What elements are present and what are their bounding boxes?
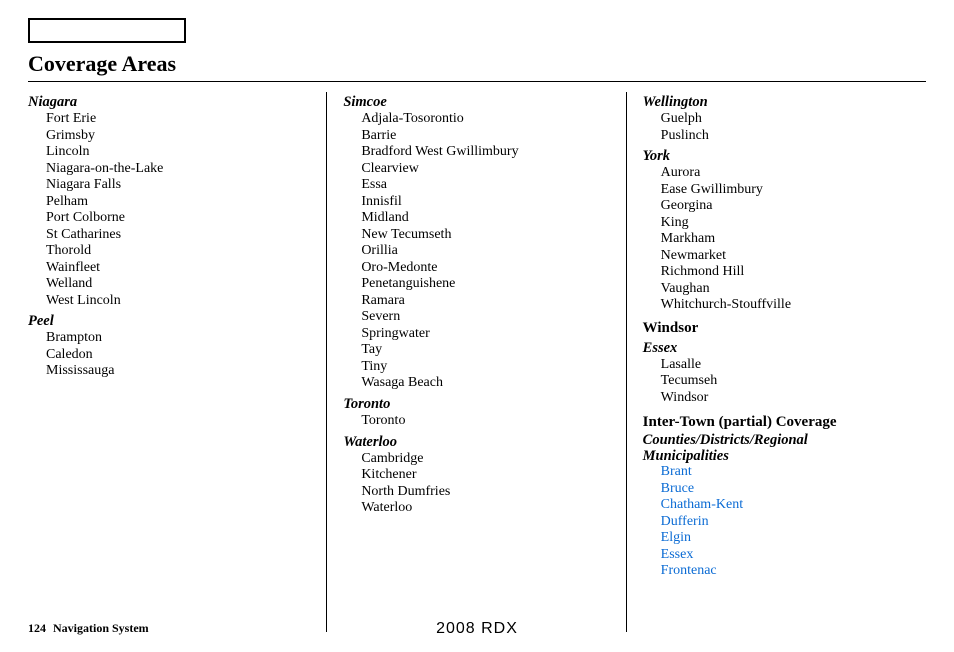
- section-simcoe-title: Simcoe: [343, 94, 607, 111]
- search-input-box[interactable]: [28, 18, 186, 43]
- list-item: Clearview: [361, 161, 607, 178]
- list-item: Port Colborne: [46, 210, 308, 227]
- column-2: Simcoe Adjala-Tosorontio Barrie Bradford…: [327, 92, 626, 632]
- list-item: Severn: [361, 309, 607, 326]
- list-item: Tecumseh: [661, 373, 908, 390]
- list-item: Springwater: [361, 326, 607, 343]
- list-item: Innisfil: [361, 194, 607, 211]
- wellington-list: Guelph Puslinch: [643, 111, 908, 144]
- list-item: Oro-Medonte: [361, 260, 607, 277]
- section-york-title: York: [643, 148, 908, 165]
- section-peel-title: Peel: [28, 313, 308, 330]
- list-item: Whitchurch-Stouffville: [661, 297, 908, 314]
- list-item: West Lincoln: [46, 293, 308, 310]
- list-item: Lasalle: [661, 357, 908, 374]
- list-item: Essa: [361, 177, 607, 194]
- section-essex-title: Essex: [643, 340, 908, 357]
- columns-container: Niagara Fort Erie Grimsby Lincoln Niagar…: [28, 92, 926, 632]
- list-item: Ease Gwillimbury: [661, 182, 908, 199]
- section-wellington-title: Wellington: [643, 94, 908, 111]
- list-item: Tay: [361, 342, 607, 359]
- list-item: Ramara: [361, 293, 607, 310]
- list-item-link[interactable]: Chatham-Kent: [661, 497, 908, 514]
- list-item: King: [661, 215, 908, 232]
- simcoe-list: Adjala-Tosorontio Barrie Bradford West G…: [343, 111, 607, 392]
- list-item-link[interactable]: Brant: [661, 464, 908, 481]
- list-item: Windsor: [661, 390, 908, 407]
- intertown-subtitle-2: Municipalities: [643, 448, 908, 464]
- list-item: Richmond Hill: [661, 264, 908, 281]
- page-title: Coverage Areas: [28, 51, 926, 82]
- list-item: Aurora: [661, 165, 908, 182]
- column-3: Wellington Guelph Puslinch York Aurora E…: [627, 92, 926, 632]
- list-item: Orillia: [361, 243, 607, 260]
- essex-list: Lasalle Tecumseh Windsor: [643, 357, 908, 407]
- column-1: Niagara Fort Erie Grimsby Lincoln Niagar…: [28, 92, 327, 632]
- list-item: Tiny: [361, 359, 607, 376]
- section-toronto-title: Toronto: [343, 396, 607, 413]
- list-item-link[interactable]: Dufferin: [661, 514, 908, 531]
- niagara-list: Fort Erie Grimsby Lincoln Niagara-on-the…: [28, 111, 308, 309]
- list-item: Caledon: [46, 347, 308, 364]
- list-item: Fort Erie: [46, 111, 308, 128]
- list-item-link[interactable]: Essex: [661, 547, 908, 564]
- section-intertown-title: Inter-Town (partial) Coverage: [643, 414, 908, 432]
- list-item: Welland: [46, 276, 308, 293]
- list-item: Brampton: [46, 330, 308, 347]
- list-item: New Tecumseth: [361, 227, 607, 244]
- list-item: Vaughan: [661, 281, 908, 298]
- list-item-link[interactable]: Bruce: [661, 481, 908, 498]
- list-item: Lincoln: [46, 144, 308, 161]
- list-item: Penetanguishene: [361, 276, 607, 293]
- list-item: North Dumfries: [361, 484, 607, 501]
- list-item: Mississauga: [46, 363, 308, 380]
- list-item: Toronto: [361, 413, 607, 430]
- york-list: Aurora Ease Gwillimbury Georgina King Ma…: [643, 165, 908, 314]
- list-item: Midland: [361, 210, 607, 227]
- list-item: Georgina: [661, 198, 908, 215]
- list-item: Puslinch: [661, 128, 908, 145]
- list-item-link[interactable]: Elgin: [661, 530, 908, 547]
- list-item: Waterloo: [361, 500, 607, 517]
- list-item: Kitchener: [361, 467, 607, 484]
- list-item: Bradford West Gwillimbury: [361, 144, 607, 161]
- toronto-list: Toronto: [343, 413, 607, 430]
- footer-center-text: 2008 RDX: [0, 620, 954, 638]
- list-item: Grimsby: [46, 128, 308, 145]
- list-item: Niagara-on-the-Lake: [46, 161, 308, 178]
- list-item: Pelham: [46, 194, 308, 211]
- list-item: Wasaga Beach: [361, 375, 607, 392]
- section-niagara-title: Niagara: [28, 94, 308, 111]
- intertown-subtitle-1: Counties/Districts/Regional: [643, 432, 908, 448]
- section-windsor-title: Windsor: [643, 320, 908, 338]
- section-waterloo-title: Waterloo: [343, 434, 607, 451]
- peel-list: Brampton Caledon Mississauga: [28, 330, 308, 380]
- list-item: Markham: [661, 231, 908, 248]
- waterloo-list: Cambridge Kitchener North Dumfries Water…: [343, 451, 607, 517]
- list-item: St Catharines: [46, 227, 308, 244]
- list-item: Guelph: [661, 111, 908, 128]
- list-item: Thorold: [46, 243, 308, 260]
- list-item: Cambridge: [361, 451, 607, 468]
- list-item: Niagara Falls: [46, 177, 308, 194]
- intertown-list: Brant Bruce Chatham-Kent Dufferin Elgin …: [643, 464, 908, 580]
- list-item: Newmarket: [661, 248, 908, 265]
- list-item: Wainfleet: [46, 260, 308, 277]
- list-item: Barrie: [361, 128, 607, 145]
- list-item: Adjala-Tosorontio: [361, 111, 607, 128]
- list-item-link[interactable]: Frontenac: [661, 563, 908, 580]
